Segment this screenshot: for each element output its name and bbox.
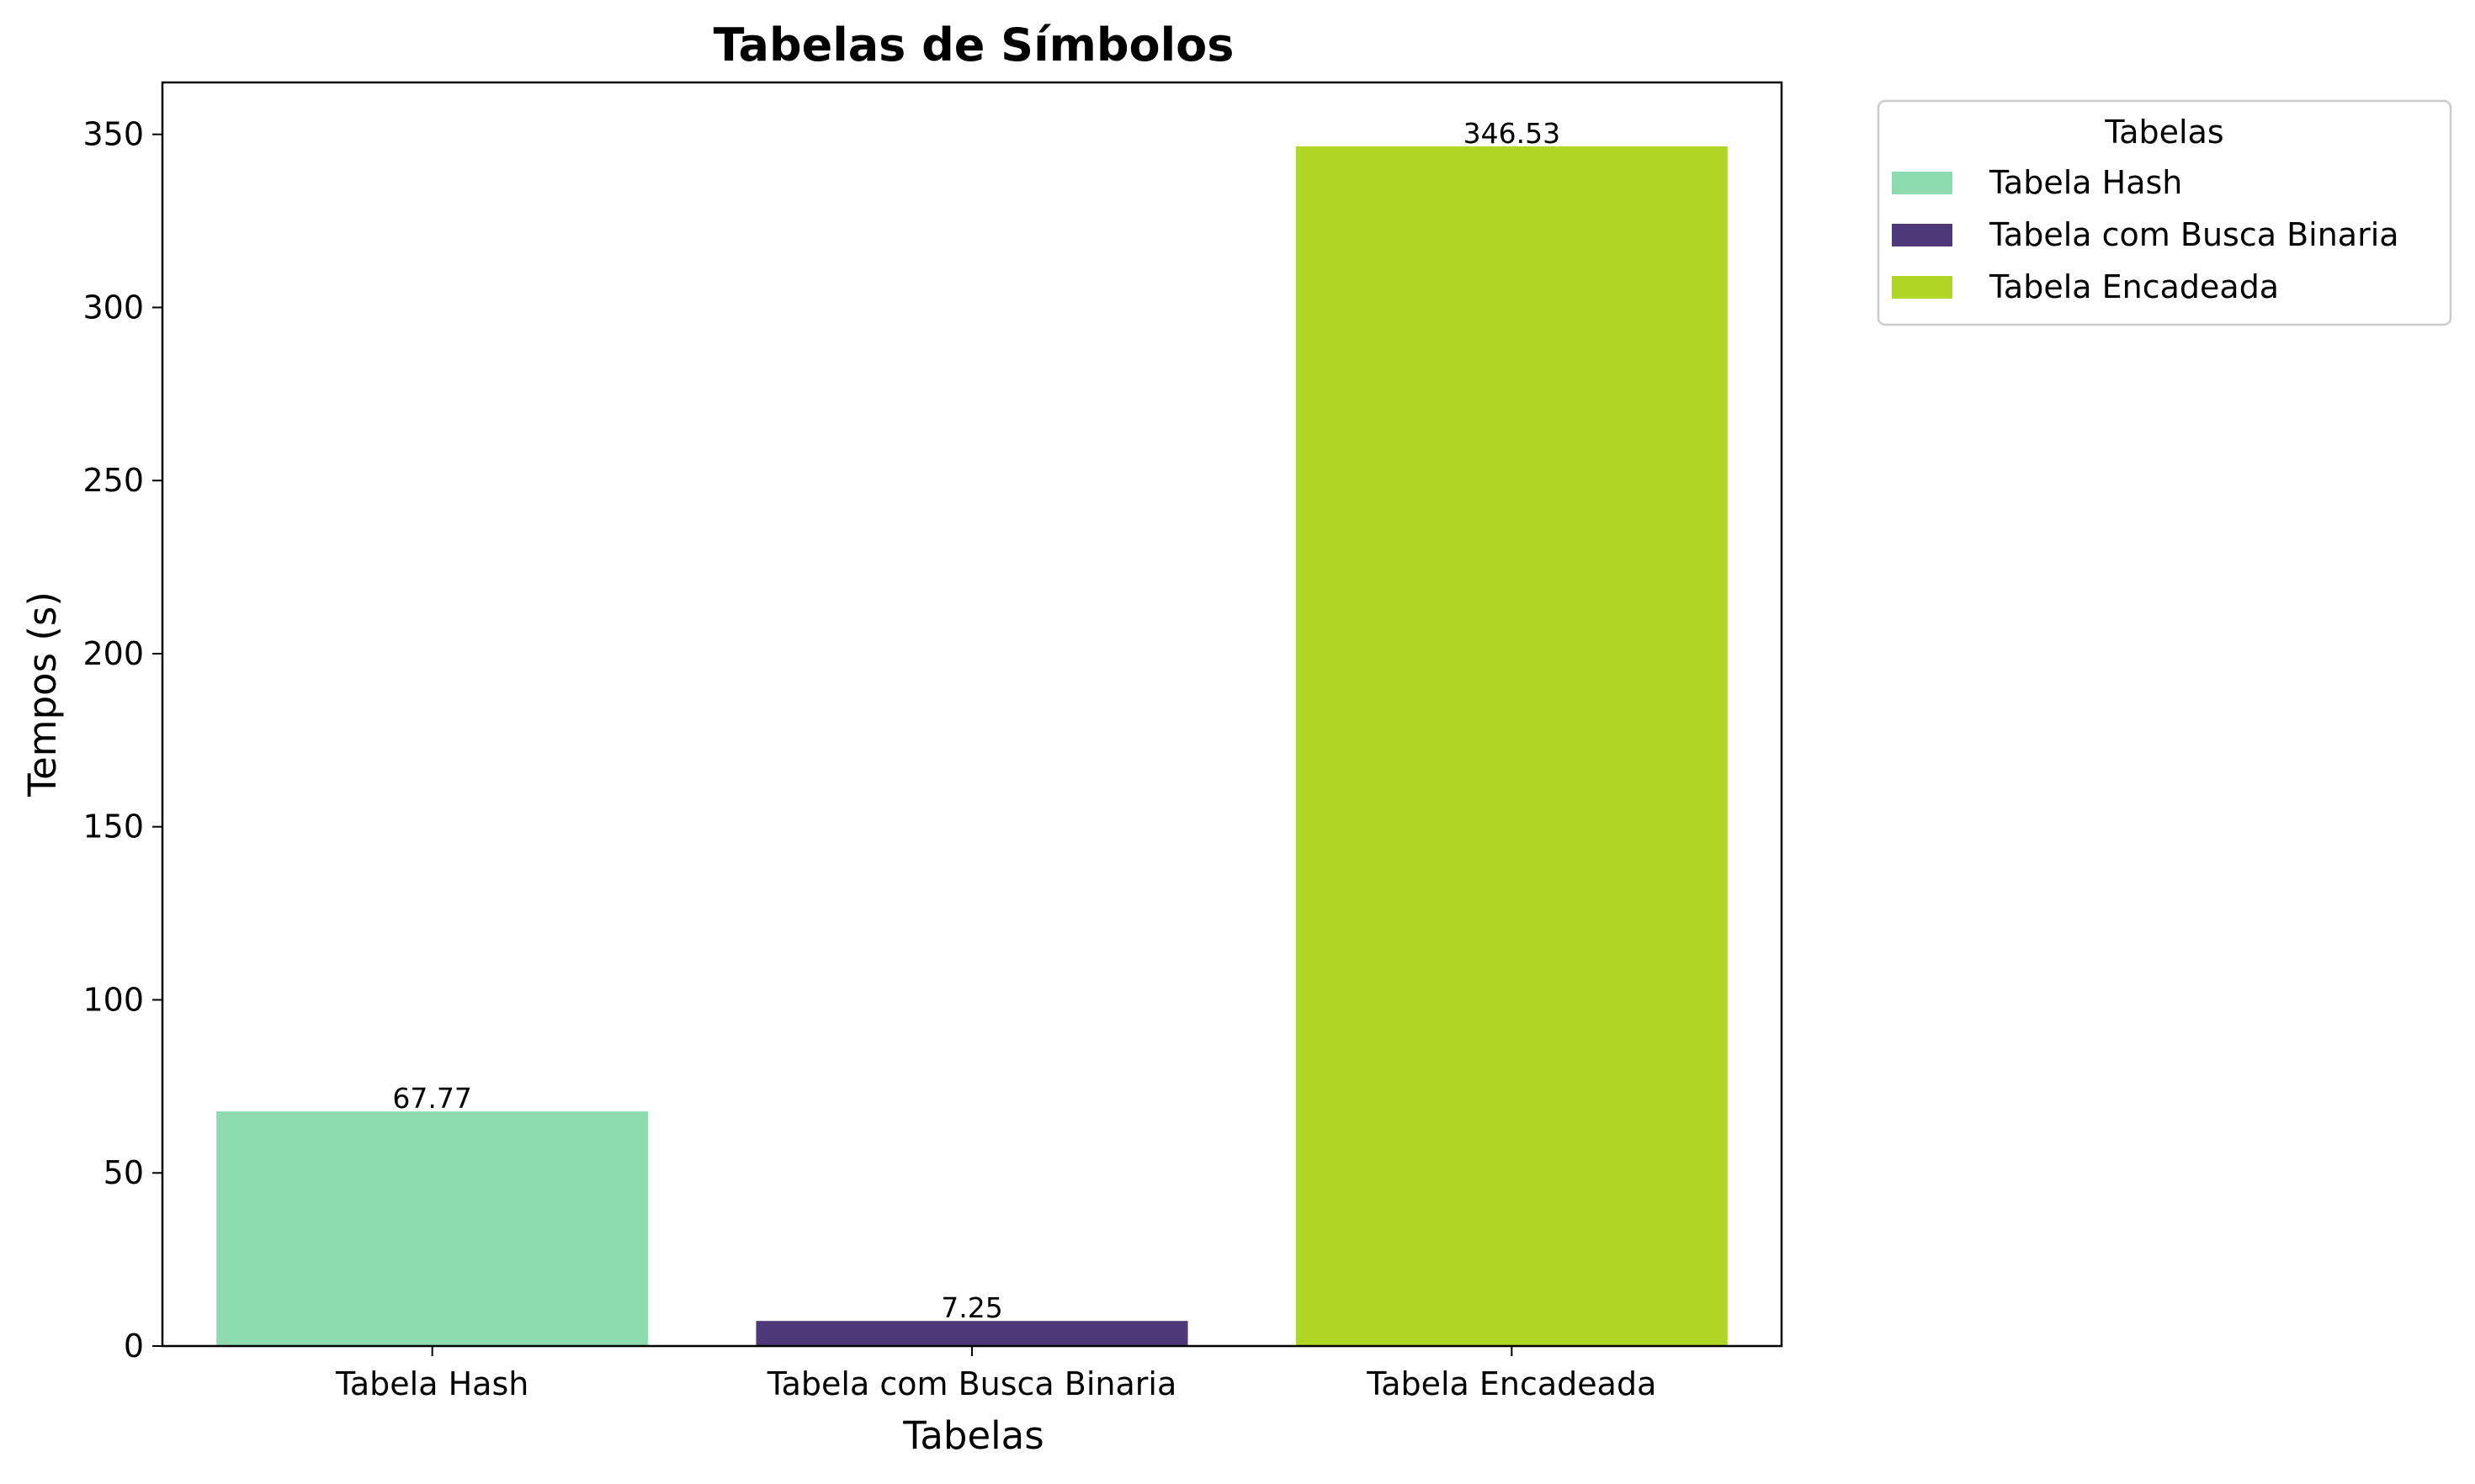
y-axis-title: Tempos (s) (20, 591, 65, 798)
y-tick-label-8: 350 (82, 116, 144, 153)
legend-box (1877, 99, 2452, 326)
y-tick-label-2: 50 (104, 1154, 144, 1191)
x-tick-label-2: Tabela com Busca Binaria (767, 1365, 1177, 1402)
x-tick-label-3: Tabela Encadeada (1366, 1365, 1656, 1402)
chart-title: Tabelas de Símbolos (714, 19, 1235, 72)
legend-swatch-3 (1892, 276, 1952, 299)
bar-2 (756, 1321, 1188, 1346)
legend-title: Tabelas (2104, 114, 2223, 151)
bar-3 (1295, 146, 1728, 1346)
bar-1 (216, 1111, 649, 1346)
x-tick-label-1: Tabela Hash (335, 1365, 528, 1402)
y-tick-label-7: 300 (82, 289, 144, 326)
legend: Tabelas Tabela Hash Tabela com Busca Binar… (1877, 99, 2452, 326)
legend-entry-3: Tabela Encadeada (1989, 268, 2279, 305)
y-tick-label-4: 150 (82, 808, 144, 845)
plot-area: 67.77 Tabela Hash 7.25 Tabela com Busca Bin… (82, 81, 1783, 1402)
y-tick-label-5: 200 (82, 635, 144, 672)
data-label-1: 67.77 (392, 1082, 471, 1115)
data-label-2: 7.25 (941, 1291, 1002, 1324)
x-axis-title: Tabelas (902, 1413, 1044, 1458)
plot-frame (161, 81, 1783, 1348)
legend-entry-1: Tabela Hash (1989, 164, 2182, 201)
data-label-3: 346.53 (1463, 117, 1560, 150)
legend-swatch-2 (1892, 224, 1952, 246)
y-tick-label-1: 0 (124, 1328, 144, 1365)
legend-entry-2: Tabela com Busca Binaria (1989, 216, 2399, 253)
legend-swatch-1 (1892, 172, 1952, 194)
y-tick-label-6: 250 (82, 462, 144, 499)
y-tick-label-3: 100 (82, 981, 144, 1018)
